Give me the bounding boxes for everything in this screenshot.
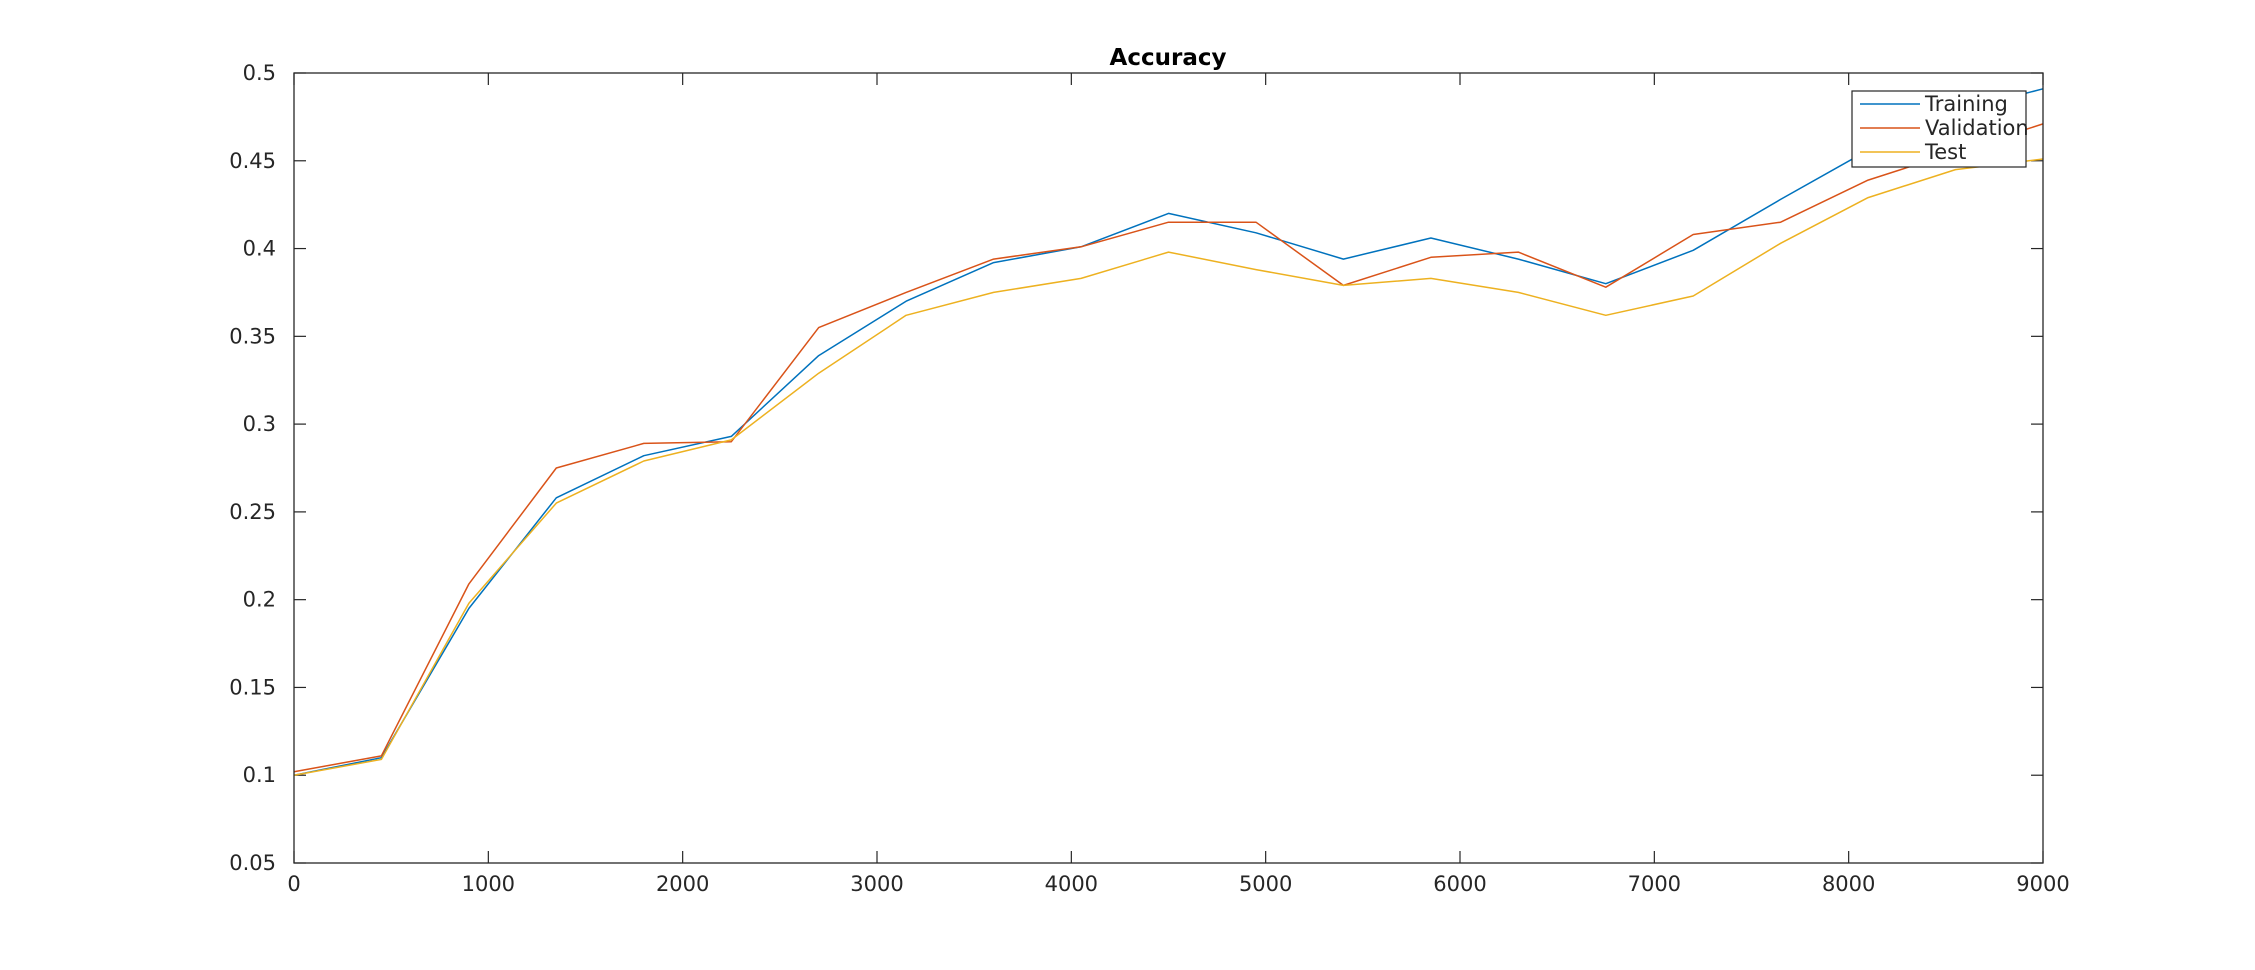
y-tick-label: 0.2 (243, 588, 276, 612)
series-line-test (293, 158, 2044, 776)
y-tick-label: 0.15 (229, 675, 276, 699)
x-tick-label: 4000 (1045, 872, 1098, 896)
x-tick-label: 3000 (850, 872, 903, 896)
legend-label-validation: Validation (1925, 116, 2029, 140)
y-tick-label: 0.5 (243, 61, 276, 85)
y-tick-label: 0.4 (243, 237, 276, 261)
series-line-training (293, 88, 2044, 776)
series-layer (293, 88, 2044, 776)
x-tick-label: 9000 (2016, 872, 2069, 896)
x-tick-label: 7000 (1628, 872, 1681, 896)
x-tick-label: 0 (287, 872, 300, 896)
y-tick-label: 0.05 (229, 851, 276, 875)
y-tick-label: 0.3 (243, 412, 276, 436)
x-tick-label: 2000 (656, 872, 709, 896)
legend-label-training: Training (1924, 92, 2008, 116)
y-tick-label: 0.25 (229, 500, 276, 524)
x-tick-label: 8000 (1822, 872, 1875, 896)
y-tick-label: 0.45 (229, 149, 276, 173)
y-tick-label: 0.1 (243, 763, 276, 787)
x-tick-label: 1000 (462, 872, 515, 896)
legend-label-test: Test (1924, 140, 1966, 164)
series-line-validation (293, 123, 2044, 773)
chart-title: Accuracy (1110, 45, 1227, 71)
tick-layer: 0 1000 2000 3000 4000 5000 6000 7000 8000 9000 0.0… (229, 61, 2069, 896)
y-tick-label: 0.35 (229, 324, 276, 348)
plot-area (294, 73, 2043, 863)
x-tick-label: 5000 (1239, 872, 1292, 896)
axes-box (293, 72, 2044, 864)
x-tick-label: 6000 (1433, 872, 1486, 896)
